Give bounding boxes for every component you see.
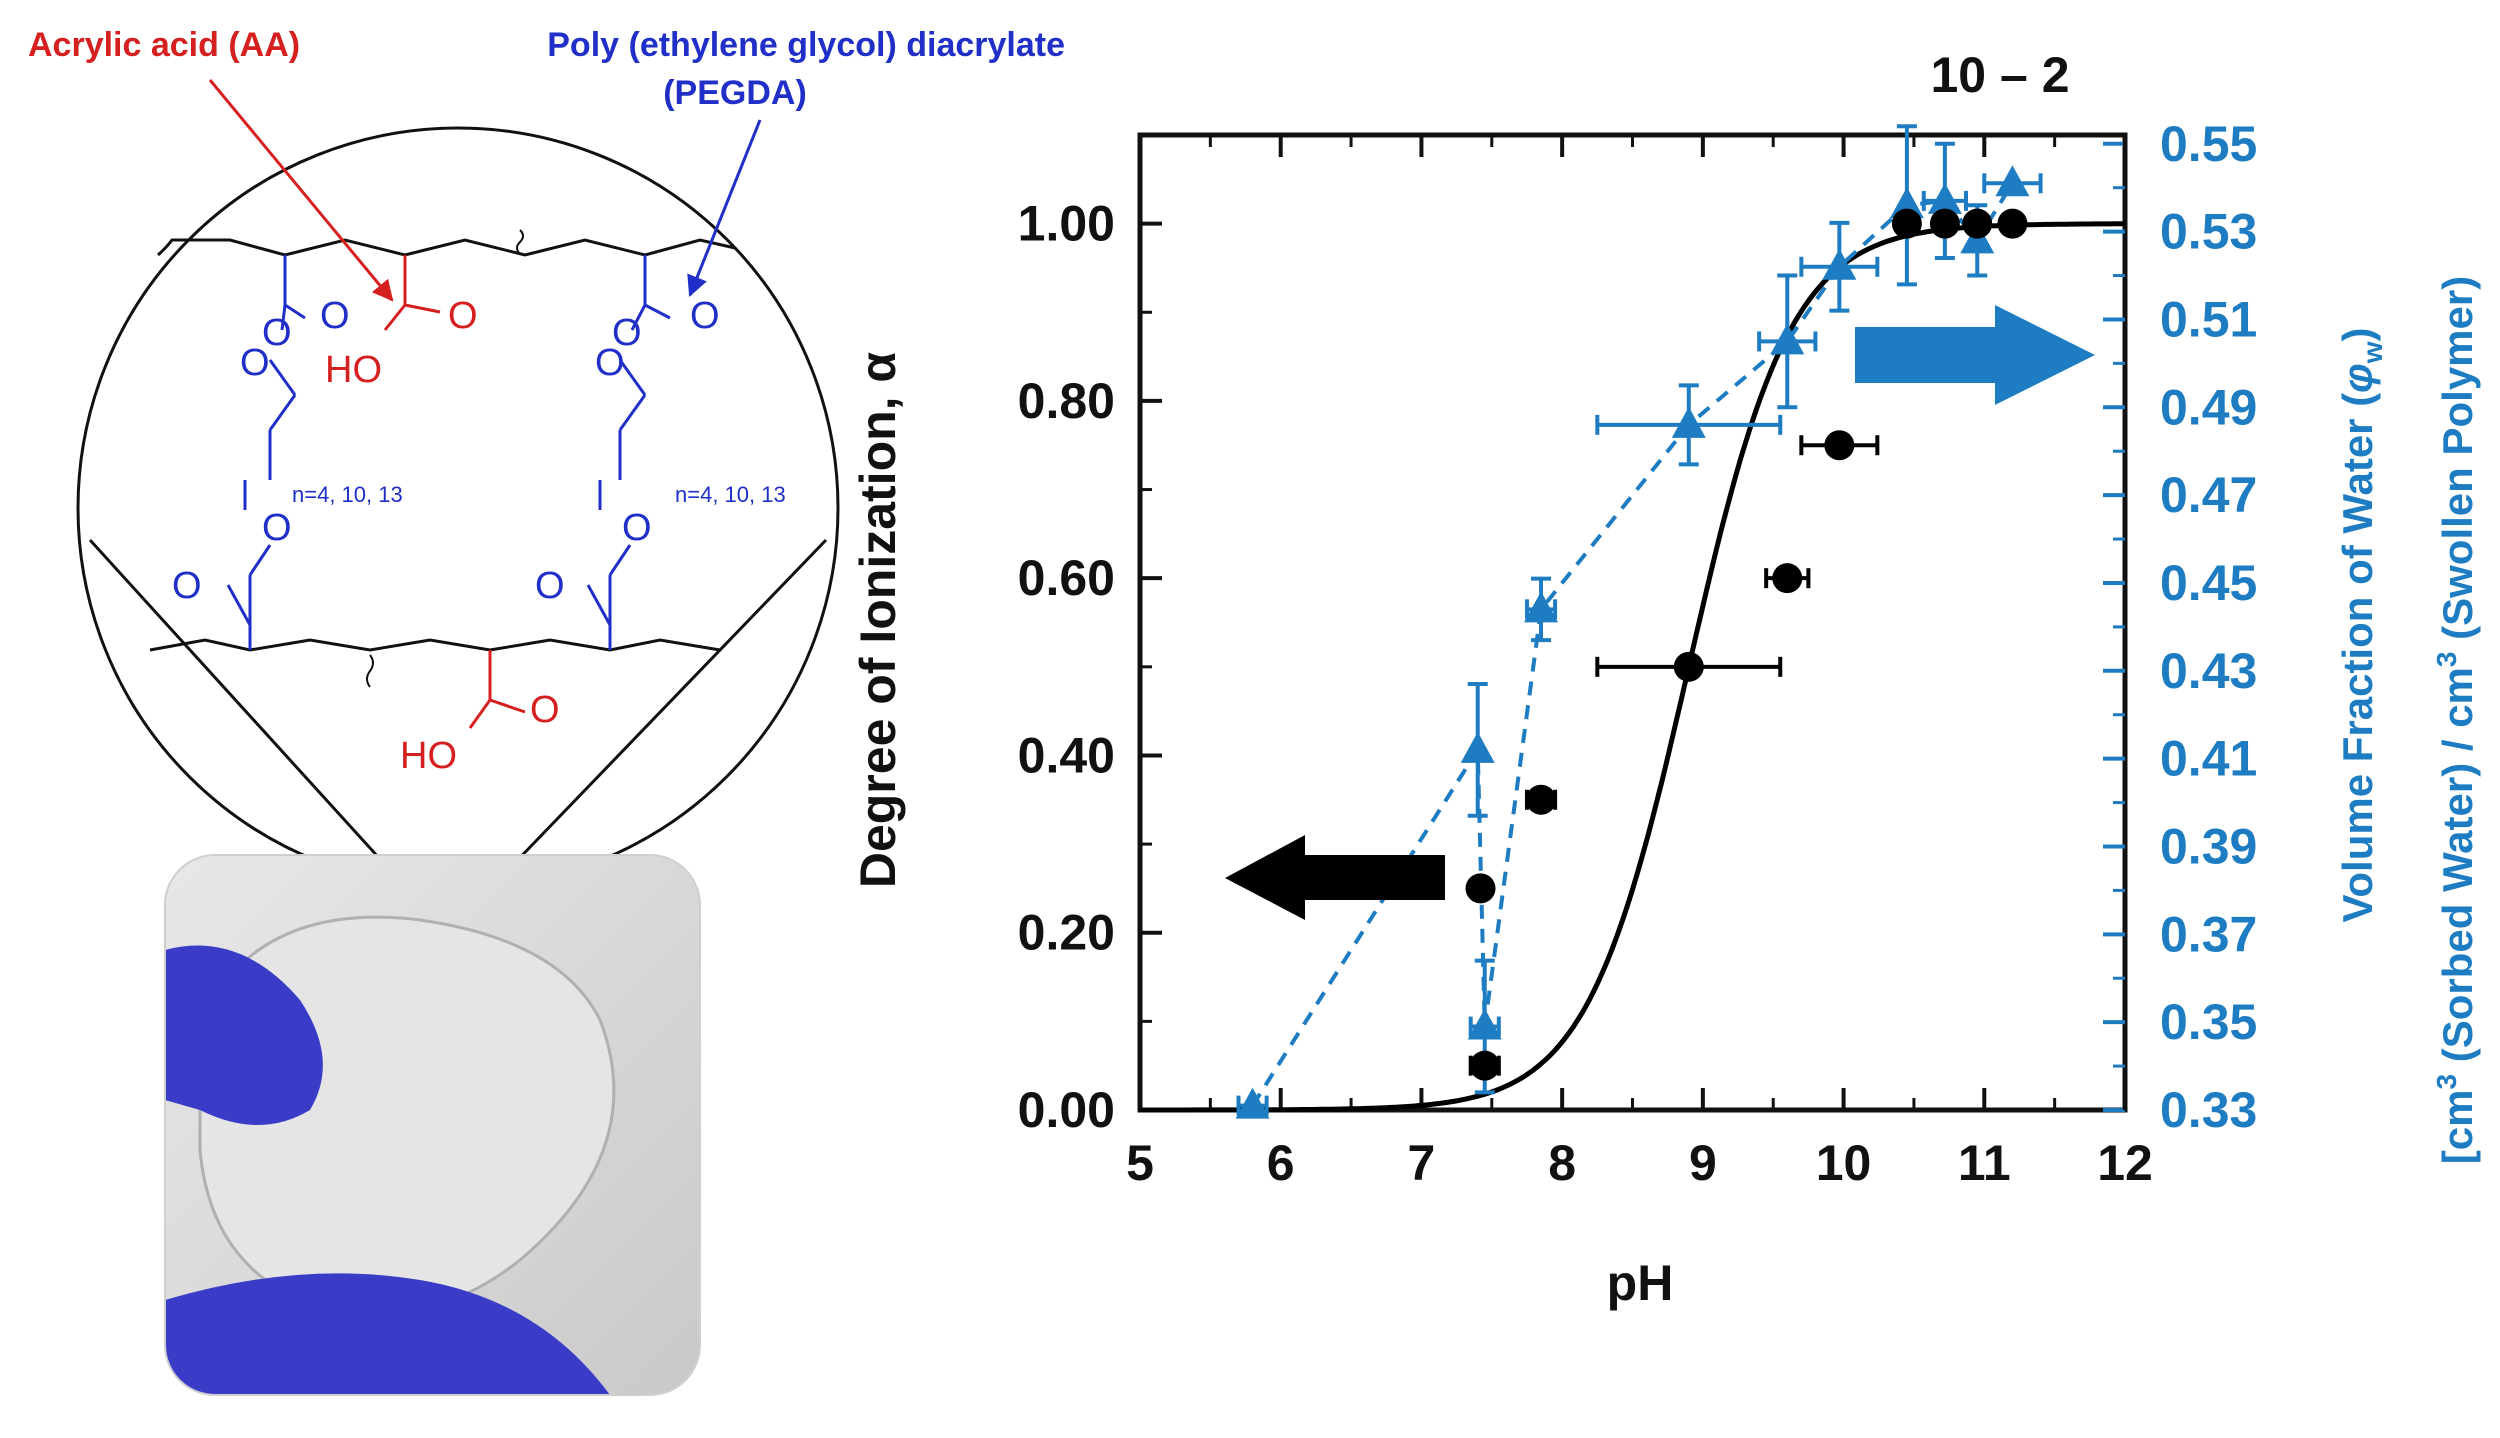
x-tick-label: 9 [1689, 1135, 1717, 1191]
aa-bottom-ho: HO [400, 735, 457, 777]
y2-axis-title-line1: Volume Fraction of Water (φw) [2334, 327, 2388, 922]
x-tick-label: 8 [1548, 1135, 1576, 1191]
water-fraction-point [1927, 182, 1962, 214]
water-fraction-point [1235, 1087, 1270, 1119]
ionization-series [1465, 208, 2028, 1081]
ionization-point [1526, 784, 1557, 815]
bottom-backbone [149, 638, 721, 652]
water-fraction-point [1822, 248, 1857, 280]
y2-tick-label: 0.43 [2160, 643, 2257, 699]
right-axis-ticks: 0.33 0.35 0.37 0.39 0.41 0.43 0.45 0.47 0.49 0.51… [2103, 116, 2257, 1138]
ionization-point [1824, 430, 1855, 461]
o-atom-4: O [262, 507, 292, 549]
x-axis-ticks: 5 6 7 8 9 10 11 12 [1126, 135, 2153, 1191]
y2-tick-label: 0.33 [2160, 1082, 2257, 1138]
x-tick-label: 12 [2097, 1135, 2153, 1191]
aa-pointer-arrow [208, 79, 394, 302]
chart-title: 10 – 2 [1930, 47, 2069, 103]
acrylic-acid-label: Acrylic acid (AA) [28, 26, 300, 64]
o-atom-5: O [172, 565, 202, 607]
y2-tick-label: 0.37 [2160, 906, 2257, 962]
y-tick-label: 0.80 [1018, 373, 1115, 429]
ionization-point [1997, 208, 2028, 239]
water-fraction-point [1995, 165, 2030, 197]
aa-bottom-o: O [530, 689, 560, 731]
water-fraction-dashed-line [1250, 182, 2015, 1107]
left-axis-ticks: 0.00 0.20 0.40 0.60 0.80 1.00 [1018, 196, 1162, 1138]
water-fraction-point [1467, 1008, 1502, 1040]
y2-tick-label: 0.35 [2160, 994, 2257, 1050]
o-atom-1: O [320, 295, 350, 337]
ionization-point [1465, 873, 1496, 904]
pegda-pointer-arrow [687, 119, 762, 297]
fit-curve-group [1140, 221, 2125, 1113]
fit-curve [1140, 221, 2125, 1113]
o-atom-3: O [240, 342, 270, 384]
water-fraction-point [1770, 323, 1805, 355]
pegda-left-chain [226, 255, 306, 626]
right-axis-arrow [1855, 305, 2095, 405]
water-fraction-point [1524, 591, 1559, 623]
top-backbone [157, 238, 736, 257]
y-axis-title: Degree of Ionization, α [850, 352, 906, 889]
y2-tick-label: 0.53 [2160, 204, 2257, 260]
repeat-label-left: n=4, 10, 13 [292, 482, 403, 507]
water-fraction-point [1889, 187, 1924, 219]
chemical-structure: Acrylic acid (AA) Poly (ethylene glycol)… [28, 26, 1065, 927]
x-tick-label: 6 [1267, 1135, 1295, 1191]
bottom-wavy-bond [366, 654, 374, 688]
x-tick-label: 11 [1958, 1135, 2011, 1191]
x-axis-title: pH [1607, 1255, 1674, 1311]
plot-frame [1137, 132, 2128, 1113]
x-tick-label: 7 [1408, 1135, 1436, 1191]
o-atom-6: O [690, 295, 720, 337]
top-wavy-bond [516, 229, 524, 255]
ionization-point [1772, 563, 1803, 594]
repeat-label-right: n=4, 10, 13 [675, 482, 786, 507]
left-axis-arrow [1225, 835, 1445, 920]
pegda-right-chain [586, 255, 671, 626]
x-tick-label: 5 [1126, 1135, 1154, 1191]
ionization-chart: 10 – 2 0.00 0.20 0.40 0.60 0.80 1.00 0.33 0.35… [850, 47, 2481, 1311]
o-atom-2: O [262, 312, 292, 354]
bottom-ester-links [248, 625, 612, 650]
o-atom-7: O [612, 312, 642, 354]
ionization-point [1673, 651, 1704, 682]
y-tick-label: 0.00 [1018, 1082, 1115, 1138]
x-tick-label: 10 [1816, 1135, 1872, 1191]
y-tick-label: 0.60 [1018, 550, 1115, 606]
hydrogel-photo [165, 855, 700, 1395]
y-tick-label: 1.00 [1018, 196, 1115, 252]
water-fraction-point [1460, 731, 1495, 763]
aa-top-group [383, 255, 441, 331]
water-fraction-point [1671, 406, 1706, 438]
o-atom-8: O [595, 342, 625, 384]
y2-tick-label: 0.51 [2160, 291, 2257, 347]
y2-tick-label: 0.49 [2160, 379, 2257, 435]
y-tick-label: 0.40 [1018, 727, 1115, 783]
ionization-point [1891, 208, 1922, 239]
ionization-point [1469, 1050, 1500, 1081]
y2-axis-title-line2: [cm3 (Sorbed Water) / cm3 (Swollen Polym… [2431, 276, 2481, 1164]
o-atom-9: O [622, 507, 652, 549]
y2-tick-label: 0.39 [2160, 818, 2257, 874]
y2-tick-label: 0.45 [2160, 555, 2257, 611]
pegda-label-line2: (PEGDA) [663, 74, 807, 112]
y2-tick-label: 0.55 [2160, 116, 2257, 172]
y2-tick-label: 0.47 [2160, 467, 2257, 523]
aa-top-ho: HO [325, 349, 382, 391]
water-fraction-series [1235, 124, 2043, 1119]
photo-frame [164, 854, 701, 1396]
o-atom-10: O [535, 565, 565, 607]
y-tick-label: 0.20 [1018, 905, 1115, 961]
pegda-label-line1: Poly (ethylene glycol) diacrylate [547, 26, 1065, 64]
aa-top-o: O [448, 295, 478, 337]
ionization-point [1929, 208, 1960, 239]
aa-bottom-group [468, 650, 526, 729]
ionization-point [1962, 208, 1993, 239]
glove-thumb [165, 945, 323, 1125]
y2-tick-label: 0.41 [2160, 731, 2257, 787]
glove-fingers [165, 1273, 610, 1395]
